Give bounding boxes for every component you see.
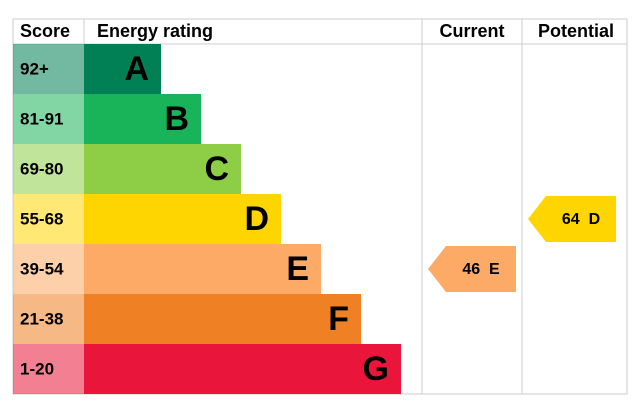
current-arrow (428, 246, 516, 292)
rating-bar (84, 294, 361, 344)
score-cell (13, 344, 84, 394)
header-current: Current (439, 21, 504, 41)
rating-bar (84, 194, 281, 244)
rating-letter: F (328, 300, 349, 338)
current-letter: E (489, 261, 500, 278)
rating-letter: A (124, 50, 149, 88)
header-rating: Energy rating (97, 21, 213, 41)
header-score: Score (20, 21, 70, 41)
score-label: 69-80 (20, 159, 63, 178)
current-label: 46 E (462, 261, 500, 278)
score-label: 92+ (20, 59, 49, 78)
score-label: 1-20 (20, 359, 54, 378)
rating-letter: D (244, 200, 269, 238)
rating-letter: E (286, 250, 309, 288)
rating-bar (84, 44, 161, 94)
potential-arrow (528, 196, 616, 242)
score-label: 39-54 (20, 259, 64, 278)
potential-letter: D (589, 211, 601, 228)
score-cell (13, 244, 84, 294)
rating-letter: G (363, 350, 389, 388)
score-cell (13, 194, 84, 244)
score-cell (13, 94, 84, 144)
rating-bar (84, 144, 241, 194)
current-value: 46 (462, 261, 480, 278)
score-label: 55-68 (20, 209, 63, 228)
score-cell (13, 44, 84, 94)
rating-bar (84, 244, 321, 294)
potential-label: 64 D (562, 211, 600, 228)
score-cell (13, 294, 84, 344)
rating-bar (84, 344, 401, 394)
score-cell (13, 144, 84, 194)
header-potential: Potential (538, 21, 614, 41)
score-label: 21-38 (20, 309, 63, 328)
rating-bar (84, 94, 201, 144)
rating-letter: B (164, 100, 189, 138)
rating-letter: C (204, 150, 229, 188)
potential-value: 64 (562, 211, 580, 228)
score-label: 81-91 (20, 109, 63, 128)
